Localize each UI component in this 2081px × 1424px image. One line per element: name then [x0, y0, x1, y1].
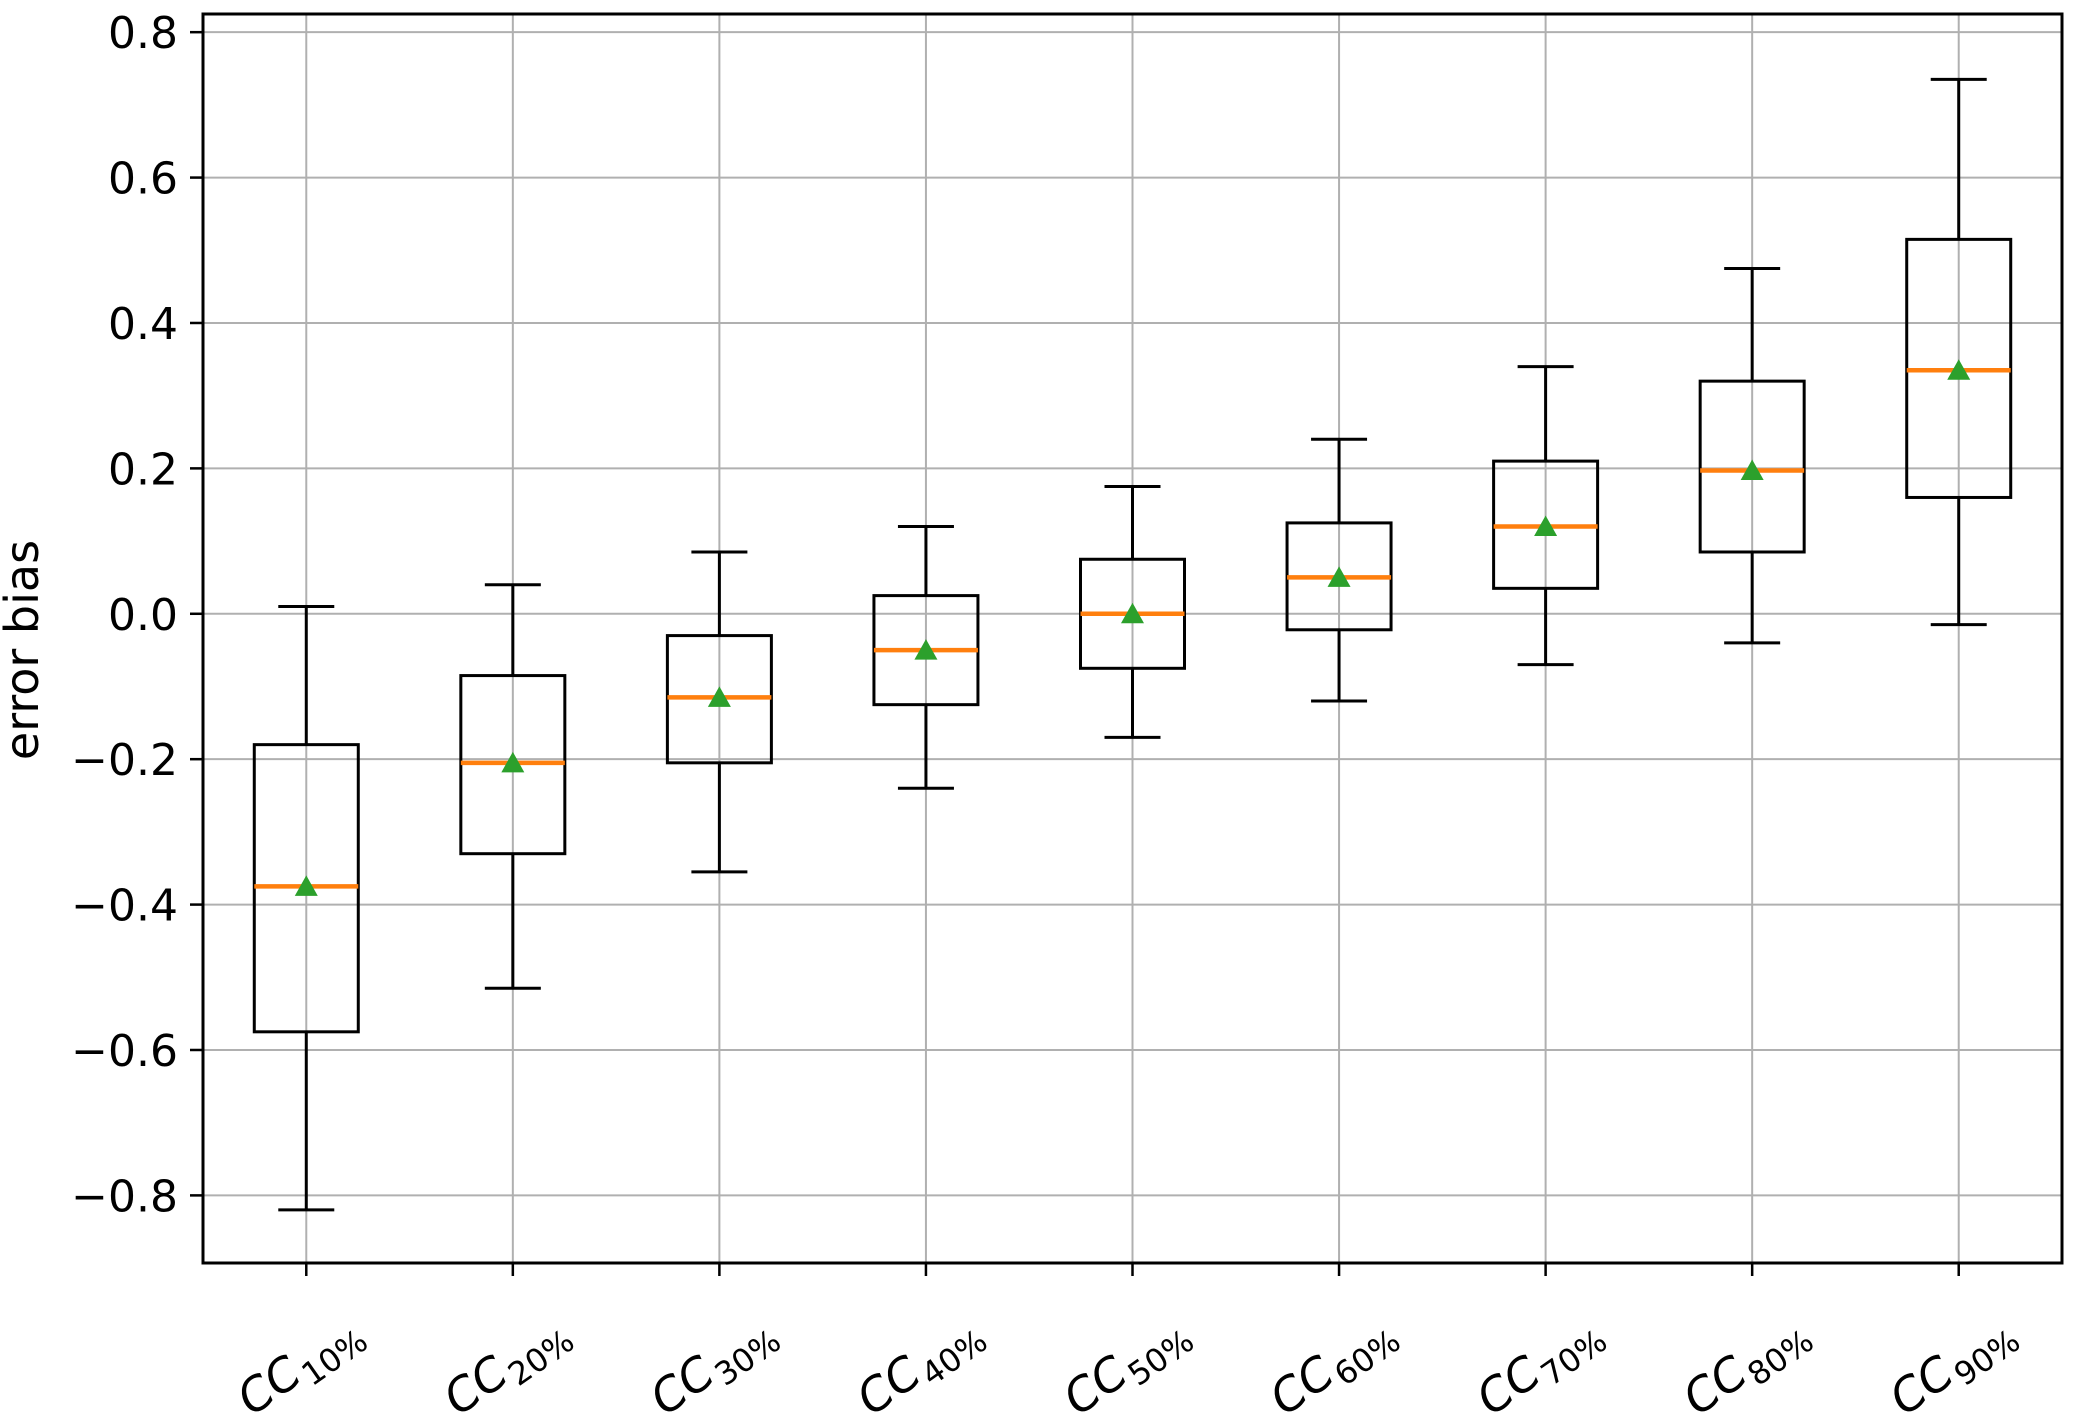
mean-marker: [294, 875, 318, 896]
y-tick-label: −0.2: [71, 735, 178, 786]
boxplot-CC80%: [1698, 266, 1806, 645]
y-tick-label: 0.8: [108, 8, 178, 59]
mean-marker: [707, 686, 731, 707]
mean-marker: [1327, 566, 1351, 587]
y-tick-label: 0.6: [108, 154, 178, 205]
boxes-layer: [252, 77, 2013, 1212]
mean-marker: [1534, 515, 1558, 537]
mean-marker: [501, 751, 525, 773]
boxplot-CC20%: [459, 583, 567, 990]
y-tick-label: 0.0: [108, 590, 178, 641]
boxplot-CC70%: [1492, 365, 1600, 667]
boxplot-CC50%: [1079, 485, 1186, 739]
mean-marker: [1121, 602, 1144, 624]
boxplot-CC90%: [1905, 77, 2013, 627]
mean-marker: [1947, 359, 1971, 380]
y-tick-label: −0.4: [71, 881, 178, 932]
box-rect: [1698, 379, 1806, 554]
boxplot-CC10%: [252, 605, 360, 1212]
y-axis-label: error bias: [0, 540, 49, 760]
axes-layer: [190, 12, 2064, 1276]
boxplot-CC60%: [1285, 437, 1393, 703]
y-tick-label: 0.4: [108, 299, 178, 350]
boxplot-CC40%: [872, 525, 980, 790]
y-tick-label: 0.2: [108, 444, 178, 495]
y-tick-label: −0.6: [71, 1026, 178, 1077]
y-tick-label: −0.8: [71, 1171, 178, 1222]
boxplot-CC30%: [665, 550, 773, 874]
mean-marker: [1740, 459, 1764, 481]
mean-marker: [914, 639, 938, 660]
